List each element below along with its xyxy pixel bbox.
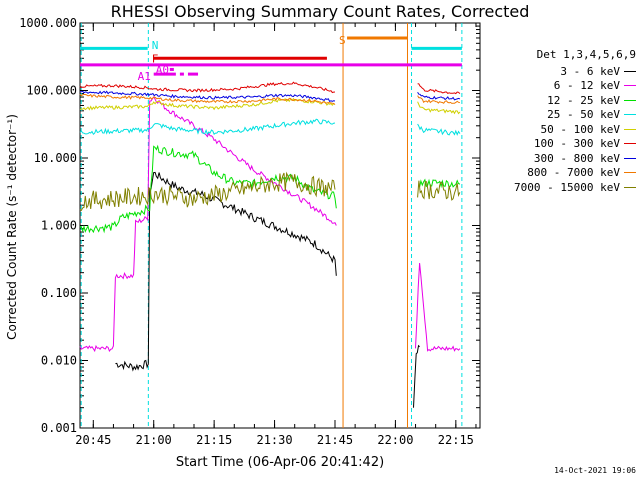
legend-item: 300 - 800 keV xyxy=(488,151,636,166)
legend-swatch xyxy=(624,70,636,72)
series-line-12-25-kev xyxy=(79,144,337,234)
legend-swatch xyxy=(624,157,636,159)
x-tick-label: 21:30 xyxy=(256,433,292,447)
legend-label: 12 - 25 keV xyxy=(547,93,620,107)
series-line-6-12-kev xyxy=(415,262,461,352)
y-tick-label: 1.000 xyxy=(41,219,77,233)
legend-swatch xyxy=(624,128,636,130)
legend-header: Det 1,3,4,5,6,9 xyxy=(536,48,636,61)
series-line-6-12-kev xyxy=(79,96,337,353)
series-line-7000-15000-kev xyxy=(79,171,336,212)
legend-swatch xyxy=(624,186,636,188)
y-tick-label: 0.010 xyxy=(41,354,77,368)
series-line-800-7000-kev xyxy=(79,93,336,105)
legend-item: 12 - 25 keV xyxy=(488,93,636,108)
x-tick-label: 20:45 xyxy=(75,433,111,447)
series-line-300-800-kev xyxy=(417,91,461,101)
y-tick-label: 10.000 xyxy=(34,151,77,165)
legend-swatch xyxy=(624,99,636,101)
legend-item: 3 - 6 keV xyxy=(488,64,636,79)
legend-label: 3 - 6 keV xyxy=(560,64,620,78)
series-line-100-300-kev xyxy=(79,81,336,94)
series-line-12-25-kev xyxy=(419,178,461,189)
legend-label: 25 - 50 keV xyxy=(547,108,620,122)
legend-swatch xyxy=(624,114,636,116)
legend-label: 100 - 300 keV xyxy=(533,137,620,151)
legend-label: 50 - 100 keV xyxy=(540,122,620,136)
x-tick-label: 21:00 xyxy=(136,433,172,447)
y-tick-label: 0.100 xyxy=(41,286,77,300)
series-line-300-800-kev xyxy=(79,90,336,103)
series-line-25-50-kev xyxy=(417,123,461,136)
x-tick-label: 22:00 xyxy=(377,433,413,447)
series-line-50-100-kev xyxy=(417,101,461,115)
y-tick-label: 1000.000 xyxy=(19,16,77,30)
legend-label: 7000 - 15000 keV xyxy=(514,180,620,194)
legend-item: 50 - 100 keV xyxy=(488,122,636,137)
series-line-100-300-kev xyxy=(417,83,461,95)
legend-swatch xyxy=(624,85,636,87)
flag-label-s: S xyxy=(339,34,346,47)
x-tick-label: 21:45 xyxy=(317,433,353,447)
series-line-7000-15000-kev xyxy=(417,180,461,201)
legend-label: 6 - 12 keV xyxy=(553,79,620,93)
series-line-3-6-kev xyxy=(413,344,420,408)
legend-swatch xyxy=(624,172,636,174)
series-line-3-6-kev xyxy=(115,171,337,372)
flag-label-a0: A0 xyxy=(156,63,169,76)
x-axis-title: Start Time (06-Apr-06 20:41:42) xyxy=(175,455,385,470)
timestamp: 14-Oct-2021 19:06 xyxy=(554,466,636,475)
legend: Det 1,3,4,5,6,9 3 - 6 keV 6 - 12 keV 12 - … xyxy=(488,48,636,195)
legend-swatch xyxy=(624,143,636,145)
x-tick-label: 22:15 xyxy=(438,433,474,447)
flag-label-a1: A1 xyxy=(138,70,151,83)
series-line-800-7000-kev xyxy=(417,95,461,104)
legend-item: 100 - 300 keV xyxy=(488,137,636,152)
legend-item: 6 - 12 keV xyxy=(488,79,636,94)
legend-item: 800 - 7000 keV xyxy=(488,166,636,181)
legend-item: 25 - 50 keV xyxy=(488,108,636,123)
flag-label-f: F xyxy=(152,52,159,65)
y-tick-label: 0.001 xyxy=(41,421,77,435)
flag-label-n: N xyxy=(152,39,159,52)
x-tick-label: 21:15 xyxy=(196,433,232,447)
chart-title: RHESSI Observing Summary Count Rates, Co… xyxy=(110,2,530,21)
series-line-25-50-kev xyxy=(79,118,336,136)
y-tick-label: 100.000 xyxy=(26,84,77,98)
legend-label: 300 - 800 keV xyxy=(533,151,620,165)
legend-label: 800 - 7000 keV xyxy=(527,166,620,180)
legend-item: 7000 - 15000 keV xyxy=(488,180,636,195)
